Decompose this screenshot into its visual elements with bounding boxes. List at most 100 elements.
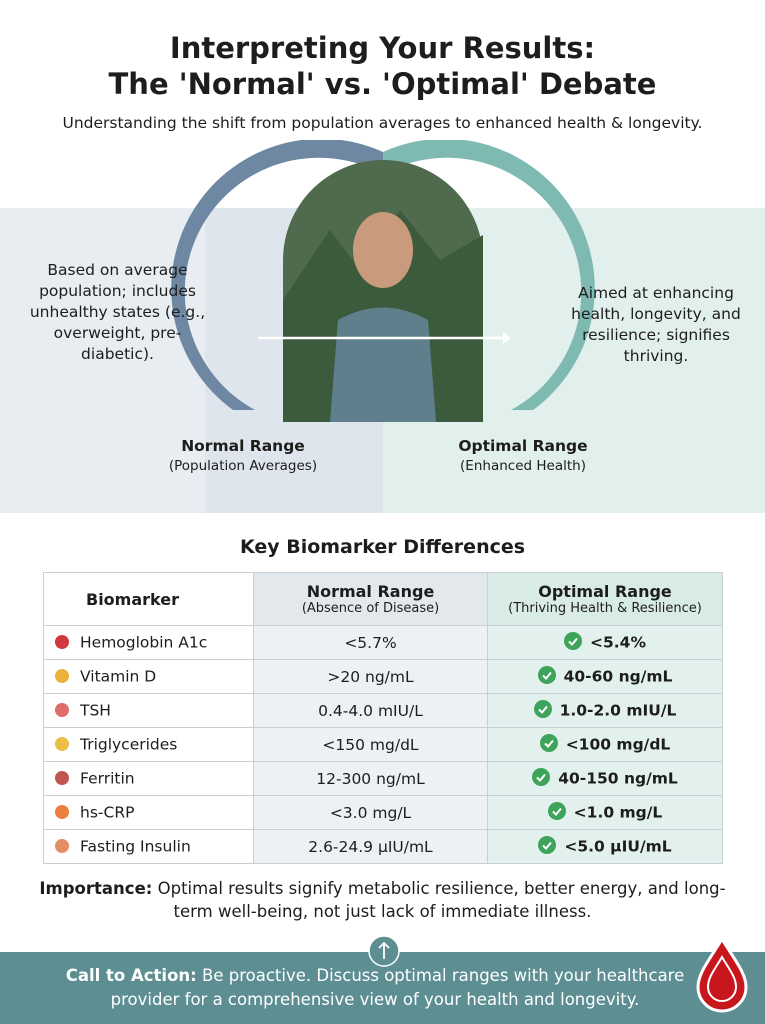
row-icon <box>52 835 72 859</box>
row-icon <box>52 665 72 689</box>
optimal-cell: <1.0 mg/L <box>487 795 723 830</box>
row-icon <box>52 699 72 723</box>
table-row: Triglycerides <150 mg/dL <100 mg/dL <box>43 727 723 762</box>
check-icon <box>532 767 551 790</box>
normal-label: Normal Range <box>181 437 305 455</box>
column-header: Normal Range (Absence of Disease) <box>253 572 488 626</box>
check-icon <box>533 699 552 722</box>
check-icon <box>537 665 556 688</box>
biomarker-name: Triglycerides <box>80 735 178 753</box>
table-row: Ferritin 12-300 ng/mL 40-150 ng/mL <box>43 761 723 796</box>
table-row: Hemoglobin A1c <5.7% <5.4% <box>43 625 723 660</box>
column-label: Normal Range <box>306 582 435 601</box>
column-sublabel: (Absence of Disease) <box>301 601 440 616</box>
biomarker-name: Fasting Insulin <box>80 837 191 855</box>
biomarker-name: Hemoglobin A1c <box>80 633 208 651</box>
call-to-action: Call to Action: Be proactive. Discuss op… <box>30 964 720 1012</box>
importance: Importance: Optimal results signify meta… <box>20 877 745 923</box>
table-row: Vitamin D >20 ng/mL 40-60 ng/mL <box>43 659 723 694</box>
check-icon <box>564 631 582 654</box>
normal-cell: <150 mg/dL <box>253 727 488 762</box>
optimal-cell: <5.0 µIU/mL <box>487 829 723 864</box>
biomarker-cell: Fasting Insulin <box>43 829 254 864</box>
biomarker-cell: Ferritin <box>43 761 254 796</box>
table-row: TSH 0.4-4.0 mIU/L 1.0-2.0 mIU/L <box>43 693 723 728</box>
photo-face <box>353 212 413 288</box>
normal-cell: >20 ng/mL <box>253 659 488 694</box>
optimal-value: 40-150 ng/mL <box>558 769 678 787</box>
check-icon <box>547 801 566 824</box>
icon-shape <box>55 702 69 717</box>
check-shape <box>537 665 556 684</box>
cta-arrow <box>368 935 400 967</box>
check-shape <box>564 631 582 650</box>
comparison-graphic <box>0 140 765 513</box>
table-header: Biomarker Normal Range (Absence of Diseas… <box>43 572 723 626</box>
check-shape <box>533 699 552 718</box>
title-line: Interpreting Your Results: <box>169 31 596 65</box>
optimal-cell: <5.4% <box>487 625 723 660</box>
column-header: Biomarker <box>43 572 254 626</box>
row-icon <box>52 801 72 825</box>
check-shape <box>532 767 551 786</box>
check-shape <box>547 801 566 820</box>
check-icon <box>539 733 558 756</box>
row-icon <box>52 733 72 757</box>
blood-drop-icon <box>696 936 748 1013</box>
biomarker-name: Ferritin <box>80 769 135 787</box>
optimal-value: <5.4% <box>590 633 646 651</box>
biomarker-cell: Vitamin D <box>43 659 254 694</box>
biomarker-cell: Hemoglobin A1c <box>43 625 254 660</box>
biomarker-cell: Triglycerides <box>43 727 254 762</box>
normal-cell: 2.6-24.9 µIU/mL <box>253 829 488 864</box>
optimal-sublabel: (Enhanced Health) <box>460 458 586 474</box>
optimal-cell: 40-60 ng/mL <box>487 659 723 694</box>
icon-shape <box>55 634 69 649</box>
check-shape <box>539 733 558 752</box>
optimal-cell: 40-150 ng/mL <box>487 761 723 796</box>
table-row: Fasting Insulin 2.6-24.9 µIU/mL <5.0 µIU/m… <box>43 829 723 864</box>
icon-shape <box>55 736 69 751</box>
normal-cell: 12-300 ng/mL <box>253 761 488 796</box>
importance-label: Importance: <box>39 879 153 898</box>
optimal-cell: 1.0-2.0 mIU/L <box>487 693 723 728</box>
optimal-description: Aimed at enhancing health, longevity, an… <box>571 284 741 365</box>
arrow-head <box>503 332 511 344</box>
biomarker-name: TSH <box>80 701 111 719</box>
column-label: Optimal Range <box>538 582 672 601</box>
row-icon <box>52 631 72 655</box>
biomarker-cell: hs-CRP <box>43 795 254 830</box>
importance-text: Optimal results signify metabolic resili… <box>157 879 726 921</box>
icon-shape <box>55 838 69 853</box>
photo-shirt <box>330 307 436 422</box>
optimal-cell: <100 mg/dL <box>487 727 723 762</box>
normal-description: Based on average population; includes un… <box>29 261 206 363</box>
check-shape <box>538 835 557 854</box>
optimal-value: 1.0-2.0 mIU/L <box>559 701 677 719</box>
normal-cell: <5.7% <box>253 625 488 660</box>
biomarker-name: hs-CRP <box>80 803 135 821</box>
subtitle: Understanding the shift from population … <box>62 114 703 132</box>
optimal-value: <5.0 µIU/mL <box>564 837 672 855</box>
biomarker-name: Vitamin D <box>80 667 157 685</box>
table-title: Key Biomarker Differences <box>239 536 526 558</box>
icon-shape <box>55 804 69 819</box>
biomarker-table: Biomarker Normal Range (Absence of Diseas… <box>43 572 723 864</box>
icon-shape <box>55 668 69 683</box>
biomarker-cell: TSH <box>43 693 254 728</box>
normal-sublabel: (Population Averages) <box>168 458 318 474</box>
optimal-value: 40-60 ng/mL <box>563 667 673 685</box>
cta-label: Call to Action: <box>65 966 197 985</box>
normal-cell: 0.4-4.0 mIU/L <box>253 693 488 728</box>
optimal-value: <1.0 mg/L <box>573 803 663 821</box>
optimal-label: Optimal Range <box>458 437 588 455</box>
row-icon <box>52 767 72 791</box>
table-body: Hemoglobin A1c <5.7% <5.4% Vitamin D >20 ng/… <box>43 625 723 864</box>
table-row: hs-CRP <3.0 mg/L <1.0 mg/L <box>43 795 723 830</box>
column-header: Optimal Range (Thriving Health & Resilien… <box>487 572 723 626</box>
title-line: The 'Normal' vs. 'Optimal' Debate <box>108 67 657 101</box>
cta-text: Be proactive. Discuss optimal ranges wit… <box>110 966 685 1009</box>
column-sublabel: (Thriving Health & Resilience) <box>508 601 702 616</box>
optimal-value: <100 mg/dL <box>565 735 671 753</box>
